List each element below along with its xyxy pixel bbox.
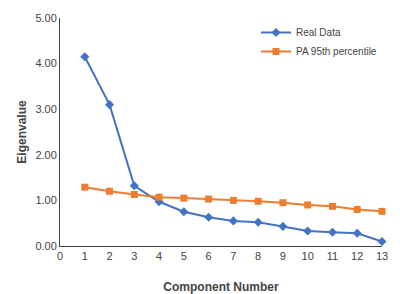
svg-text:9: 9 [280,250,286,262]
svg-text:0: 0 [57,250,63,262]
svg-text:Eigenvalue: Eigenvalue [15,100,29,164]
svg-text:13: 13 [376,250,388,262]
svg-text:1.00: 1.00 [35,194,56,206]
svg-text:5: 5 [181,250,187,262]
svg-text:7: 7 [230,250,236,262]
svg-text:Real Data: Real Data [296,27,341,38]
svg-text:12: 12 [351,250,363,262]
svg-text:3: 3 [131,250,137,262]
svg-text:PA 95th percentile: PA 95th percentile [296,46,377,57]
svg-text:2: 2 [106,250,112,262]
svg-text:6: 6 [206,250,212,262]
svg-text:4.00: 4.00 [35,57,56,69]
svg-text:5.00: 5.00 [35,12,56,24]
svg-text:8: 8 [255,250,261,262]
svg-text:2.00: 2.00 [35,149,56,161]
svg-text:11: 11 [327,250,338,262]
svg-text:4: 4 [156,250,162,262]
svg-text:Component Number: Component Number [163,280,279,294]
svg-text:0.00: 0.00 [35,240,56,252]
svg-text:3.00: 3.00 [35,103,56,115]
svg-text:10: 10 [302,250,314,262]
svg-text:1: 1 [82,250,88,262]
